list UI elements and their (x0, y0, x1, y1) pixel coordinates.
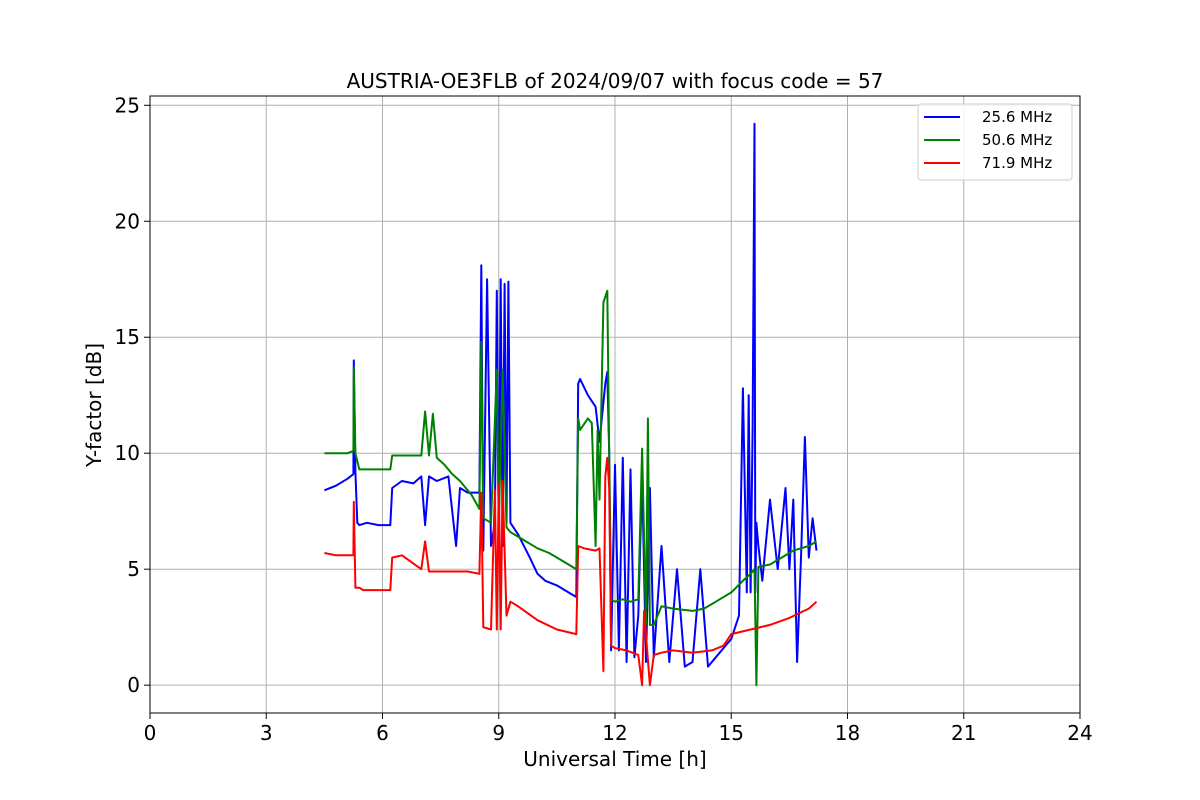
y-tick-label: 15 (115, 325, 140, 349)
x-tick-label: 0 (144, 721, 157, 745)
x-tick-label: 21 (951, 721, 976, 745)
x-axis-label: Universal Time [h] (523, 747, 706, 771)
x-tick-label: 3 (260, 721, 273, 745)
legend-box (917, 103, 1073, 181)
series-line-2 (324, 289, 818, 687)
y-tick-label: 25 (115, 93, 140, 117)
legend: 25.6 MHz 50.6 MHz 71.9 MHz (917, 103, 1073, 181)
ticks: 0 3 6 9 12 15 18 21 24 0 5 10 15 20 25 (115, 93, 1093, 745)
x-tick-label: 24 (1067, 721, 1092, 745)
x-tick-label: 18 (835, 721, 860, 745)
y-tick-label: 10 (115, 441, 140, 465)
legend-label: 50.6 MHz (982, 131, 1052, 149)
series-line-3 (324, 456, 818, 687)
x-tick-label: 15 (719, 721, 744, 745)
x-tick-label: 12 (602, 721, 627, 745)
series-line-1 (324, 122, 818, 668)
x-tick-label: 6 (376, 721, 389, 745)
legend-label: 71.9 MHz (982, 154, 1052, 172)
y-axis-label: Y-factor [dB] (82, 343, 106, 468)
x-tick-label: 9 (492, 721, 505, 745)
y-tick-label: 5 (127, 557, 140, 581)
legend-label: 25.6 MHz (982, 108, 1052, 126)
y-tick-label: 20 (115, 209, 140, 233)
y-tick-label: 0 (127, 673, 140, 697)
series-layer (324, 122, 818, 687)
chart-title: AUSTRIA-OE3FLB of 2024/09/07 with focus … (347, 69, 884, 93)
